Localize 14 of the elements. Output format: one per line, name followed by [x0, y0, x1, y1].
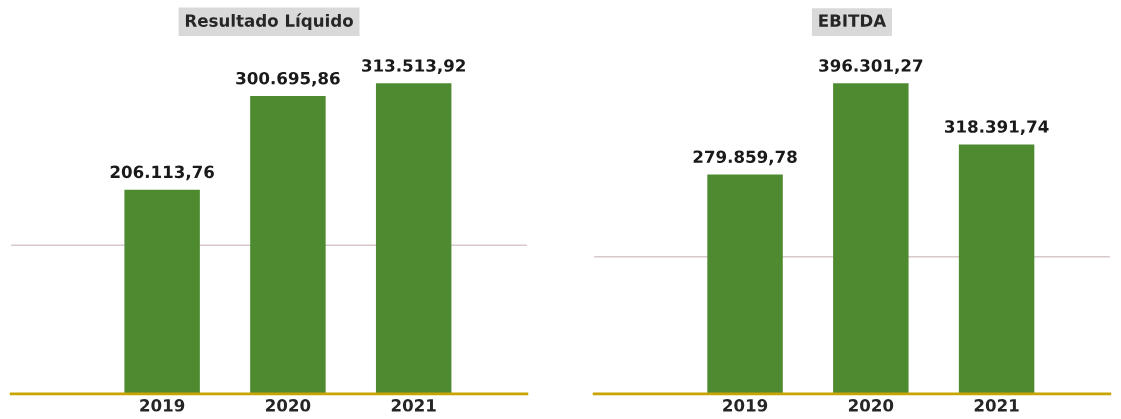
x-tick-label: 2021 [974, 399, 1019, 412]
data-label: 318.391,74 [944, 120, 1049, 135]
chart-title: Resultado Líquido [185, 13, 353, 31]
x-tick-label: 2020 [266, 399, 311, 412]
data-label: 396.301,27 [819, 59, 923, 74]
data-label: 300.695,86 [236, 71, 340, 87]
data-label: 313.513,92 [362, 59, 465, 74]
data-label: 206.113,76 [110, 165, 214, 181]
x-tick-label: 2019 [723, 399, 768, 412]
data-label: 279.859,78 [693, 150, 797, 166]
x-tick-label: 2021 [391, 399, 436, 412]
chart-title: EBITDA [819, 14, 887, 27]
x-tick-label: 2019 [140, 399, 185, 412]
x-tick-label: 2020 [848, 399, 894, 412]
